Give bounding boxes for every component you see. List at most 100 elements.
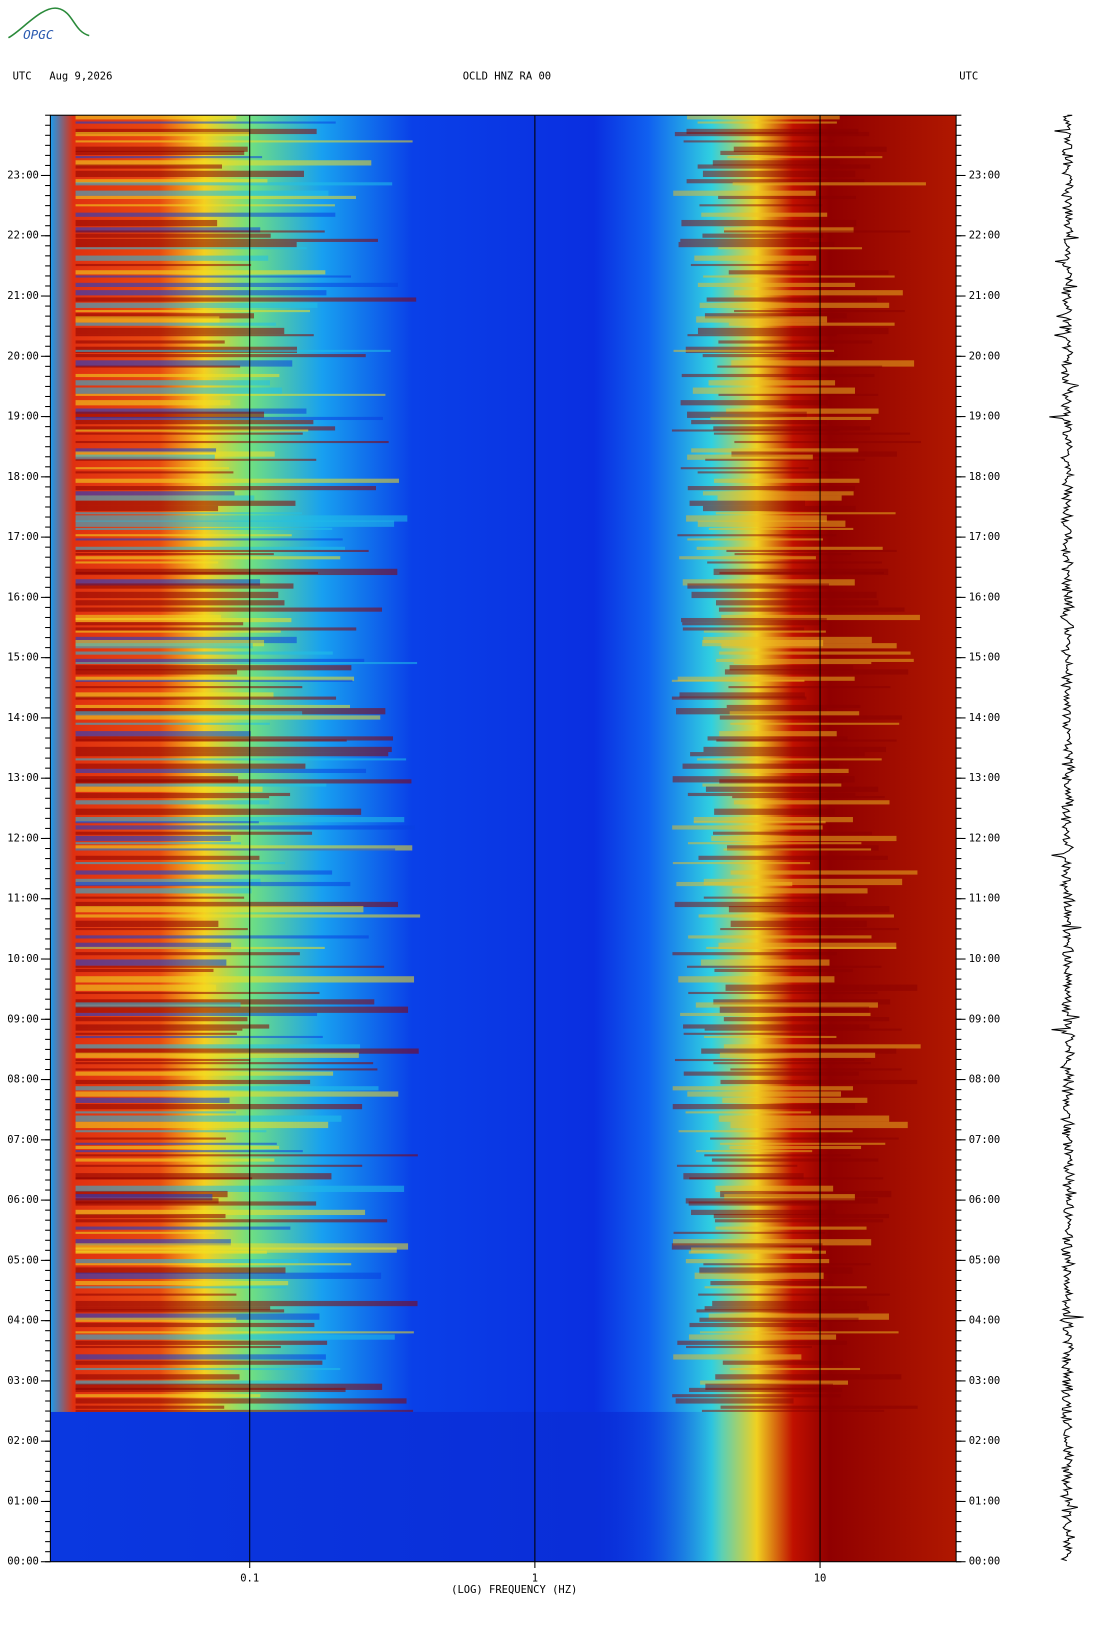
band (75, 704, 351, 709)
logo: OPGC (8, 7, 90, 42)
band (687, 792, 856, 797)
band (674, 131, 870, 137)
band (75, 420, 314, 425)
band (75, 976, 415, 983)
band (75, 310, 311, 313)
y-tick-label: 22:00 (969, 230, 1001, 242)
band (75, 1360, 323, 1365)
band (75, 968, 214, 973)
band (75, 607, 383, 612)
band (75, 676, 355, 681)
band (75, 230, 325, 233)
band (682, 579, 855, 586)
band (703, 746, 886, 753)
band (732, 888, 868, 894)
band (707, 736, 848, 741)
band (75, 1185, 405, 1192)
band (75, 1154, 418, 1157)
y-tick-label: 17:00 (969, 531, 1001, 543)
band (75, 297, 417, 302)
band (728, 270, 889, 275)
y-tick-label: 06:00 (7, 1194, 39, 1206)
band (75, 1231, 215, 1234)
band (716, 739, 897, 742)
band (75, 1091, 399, 1097)
y-tick-label: 11:00 (7, 893, 39, 905)
band (726, 549, 897, 552)
band (689, 1322, 818, 1328)
band (75, 888, 252, 894)
header-right: UTC (959, 70, 978, 82)
band (710, 416, 872, 421)
y-tick-label: 00:00 (969, 1556, 1001, 1568)
band (703, 896, 821, 899)
band (693, 817, 853, 823)
band (677, 1340, 847, 1345)
band (75, 731, 251, 737)
y-tick-label: 13:00 (7, 772, 39, 784)
band (732, 182, 926, 186)
band (714, 968, 853, 973)
band (704, 1306, 869, 1311)
band (75, 870, 333, 875)
band (75, 1263, 352, 1266)
band (75, 495, 255, 501)
band (711, 1158, 879, 1162)
band (712, 1300, 868, 1307)
band (702, 783, 842, 787)
band (75, 316, 220, 323)
band (697, 327, 889, 335)
band (702, 354, 838, 358)
y-tick-label: 16:00 (969, 591, 1001, 603)
band (705, 1383, 833, 1390)
band (75, 825, 415, 830)
band (75, 500, 296, 506)
band (75, 1024, 270, 1029)
band (692, 387, 855, 394)
band (75, 1044, 361, 1049)
band (675, 1398, 794, 1404)
band (688, 1201, 820, 1206)
band (687, 486, 855, 491)
band (75, 408, 307, 414)
band (75, 779, 412, 784)
y-tick-label: 05:00 (7, 1254, 39, 1266)
band (75, 999, 375, 1005)
band (75, 1086, 379, 1091)
y-tick-label: 10:00 (7, 953, 39, 965)
band (75, 679, 353, 682)
band (75, 617, 292, 623)
header-date: Aug 9,2026 (49, 70, 112, 82)
axes: 00:00 00:00 01:00 01:00 02:00 02:00 03:00 03:00… (7, 114, 1001, 1584)
y-tick-label: 22:00 (7, 230, 39, 242)
band (672, 1394, 841, 1398)
band (706, 297, 877, 302)
band (75, 238, 378, 242)
band (75, 327, 285, 335)
band (673, 349, 835, 352)
band (720, 1079, 918, 1085)
band (75, 583, 294, 589)
band (721, 643, 897, 649)
band (75, 920, 219, 927)
band (75, 1177, 253, 1180)
band (75, 393, 386, 396)
band (75, 1145, 280, 1150)
band (700, 1331, 899, 1334)
band (671, 696, 807, 700)
y-tick-label: 21:00 (969, 290, 1001, 302)
band (75, 546, 346, 550)
band (689, 500, 806, 506)
band (704, 313, 847, 319)
band (75, 1394, 261, 1398)
band (691, 1247, 813, 1253)
band (75, 411, 265, 418)
band (702, 505, 856, 512)
band (723, 1017, 890, 1022)
band (75, 275, 351, 278)
band (703, 878, 903, 886)
band (730, 768, 849, 774)
band (75, 1340, 328, 1345)
band (679, 692, 805, 698)
